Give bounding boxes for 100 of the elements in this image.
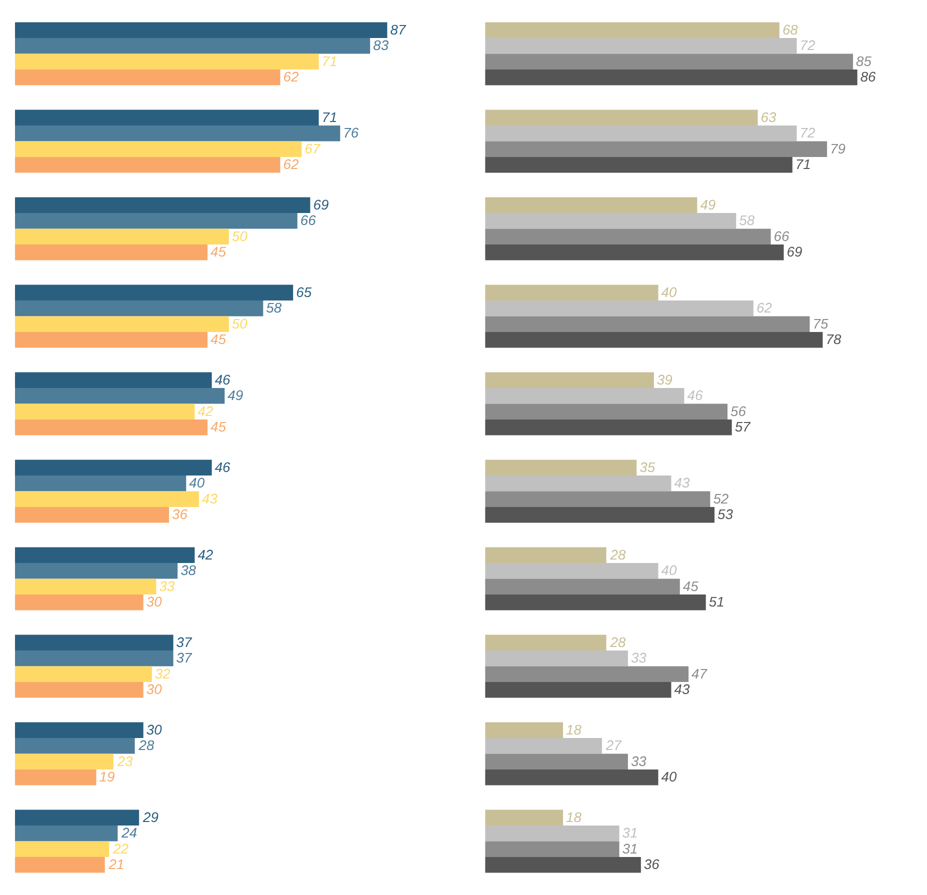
bar: [15, 722, 144, 738]
bar: [15, 22, 388, 38]
bar: [15, 650, 174, 666]
data-label: 19: [99, 768, 116, 785]
bar: [485, 22, 780, 38]
data-label: 76: [343, 124, 359, 141]
bar: [485, 841, 620, 857]
data-label: 23: [116, 752, 134, 769]
data-label: 39: [656, 371, 673, 388]
bar: [15, 491, 199, 507]
data-label: 65: [296, 284, 312, 300]
data-label: 22: [112, 840, 129, 856]
bar: [485, 770, 658, 786]
bar: [15, 594, 144, 610]
data-label: 71: [322, 52, 338, 69]
data-label: 72: [800, 37, 816, 54]
bar: [485, 70, 858, 86]
data-label: 50: [232, 228, 248, 244]
data-label: 47: [692, 665, 708, 682]
bar: [485, 476, 672, 492]
data-label: 51: [708, 594, 724, 610]
bar: [15, 332, 208, 348]
bar: [15, 404, 195, 420]
bar: [15, 507, 170, 523]
data-label: 86: [860, 68, 876, 85]
bar: [485, 507, 714, 523]
data-label: 83: [373, 37, 389, 54]
bar: [15, 38, 370, 54]
data-label: 53: [718, 506, 734, 522]
bar: [15, 547, 195, 563]
bar: [15, 754, 114, 770]
bar: [485, 54, 854, 70]
bar: [485, 213, 736, 229]
data-label: 43: [674, 474, 690, 491]
bar: [485, 110, 758, 126]
data-label: 66: [774, 228, 790, 244]
bar: [485, 244, 784, 260]
data-label: 30: [146, 721, 162, 738]
bar: [485, 316, 810, 332]
data-label: 38: [180, 562, 196, 578]
bar: [15, 110, 319, 126]
bar: [15, 666, 152, 682]
data-label: 78: [826, 331, 842, 348]
data-label: 58: [266, 300, 282, 316]
data-label: 33: [159, 578, 175, 594]
bar: [15, 460, 212, 476]
data-label: 33: [630, 752, 647, 769]
data-label: 37: [176, 634, 194, 650]
bar: [485, 826, 620, 842]
data-label: 42: [198, 402, 214, 419]
bar: [485, 228, 771, 244]
data-label: 21: [108, 856, 124, 872]
data-label: 85: [856, 52, 872, 69]
bar: [485, 372, 654, 388]
data-label: 63: [760, 108, 777, 125]
data-label: 40: [189, 474, 205, 491]
data-label: 31: [622, 840, 638, 856]
bar: [15, 157, 280, 173]
data-label: 49: [700, 196, 716, 212]
data-label: 42: [198, 546, 214, 562]
data-label: 28: [138, 737, 154, 754]
data-label: 71: [795, 156, 811, 172]
data-label: 62: [283, 68, 299, 85]
bar: [485, 284, 658, 300]
data-label: 52: [713, 490, 729, 506]
bar: [15, 826, 118, 842]
data-label: 71: [322, 108, 338, 125]
bar: [15, 126, 340, 142]
data-label: 36: [644, 856, 660, 872]
data-label: 40: [661, 284, 677, 300]
data-label: 36: [172, 506, 188, 522]
data-label: 49: [228, 387, 244, 404]
bar: [485, 197, 698, 213]
data-label: 56: [730, 402, 746, 419]
bar: [15, 857, 105, 873]
bar: [15, 228, 229, 244]
data-label: 66: [300, 212, 316, 228]
data-label: 28: [609, 634, 626, 650]
bar: [485, 300, 754, 316]
data-label: 50: [232, 315, 248, 332]
data-label: 46: [214, 371, 231, 388]
bar: [485, 650, 628, 666]
data-label: 43: [202, 490, 218, 506]
data-label: 45: [210, 331, 226, 348]
data-label: 75: [812, 315, 828, 332]
bar: [15, 476, 186, 492]
bar: [485, 126, 797, 142]
bar: [485, 563, 658, 579]
bar: [485, 157, 792, 173]
bar: [485, 404, 728, 420]
data-label: 18: [566, 721, 582, 738]
bar: [485, 857, 641, 873]
data-label: 67: [304, 140, 322, 156]
bar: [15, 420, 208, 436]
data-label: 33: [630, 650, 647, 666]
data-label: 62: [283, 156, 299, 172]
data-label: 69: [313, 196, 329, 212]
data-label: 87: [390, 21, 407, 38]
bar: [15, 770, 96, 786]
data-label: 69: [786, 244, 802, 260]
